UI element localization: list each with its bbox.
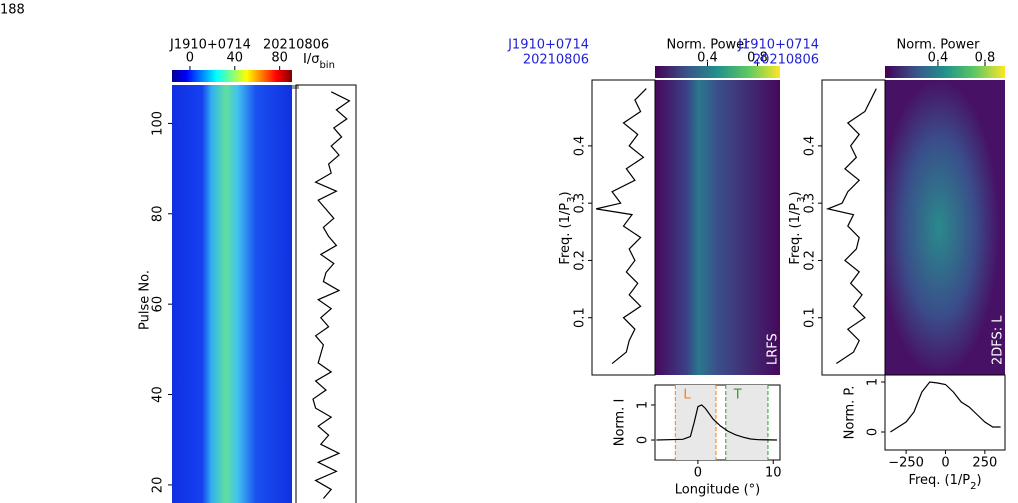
y-tick-label: 0.3 [573, 193, 588, 214]
source: J1910+0714 [737, 38, 819, 53]
y-tick-label: 0.2 [573, 250, 588, 271]
y-label: Pulse No. [138, 270, 153, 330]
profile-line [890, 381, 1001, 433]
date: 20210806 [263, 38, 329, 53]
x-label-end: ) [976, 473, 981, 488]
profile-line [656, 404, 777, 441]
x-label: Freq. (1/P2) [908, 473, 981, 492]
x-tick-label: 0 [941, 456, 949, 471]
colorbar [885, 66, 1005, 78]
y-label-main: Freq. (1/P [558, 203, 573, 265]
lrfs-image [655, 80, 780, 375]
x-tick-label: 80 [271, 51, 288, 66]
y-tick-label: 1 [636, 401, 651, 409]
y-tick-label: 0 [866, 428, 881, 436]
colorbar [655, 66, 780, 78]
y-tick-label: 80 [151, 206, 166, 223]
x-tick-label: 10 [765, 466, 782, 481]
y-label: Freq. (1/P3) [788, 191, 807, 264]
profile-box [295, 84, 357, 503]
region-label: L [683, 388, 691, 403]
y-tick-label: 60 [151, 296, 166, 313]
profile-box [591, 79, 656, 376]
y-label-sub: 3 [566, 197, 577, 203]
y-label: Freq. (1/P3) [558, 191, 577, 264]
panel-label: LRFS [766, 333, 781, 365]
spectrum-profile [596, 88, 647, 365]
x-tick-label: 0.4 [697, 51, 718, 66]
colorbar-label: I/σbin [303, 52, 335, 71]
date: 20210806 [523, 53, 589, 68]
y-tick-label: 1 [866, 378, 881, 386]
colorbar-title: Norm. Power [666, 38, 750, 53]
y-label: Norm. I [613, 399, 628, 447]
source: J1910+0714 [507, 38, 589, 53]
y-label-end: ) [788, 191, 803, 196]
y-tick-label: 0.4 [573, 136, 588, 157]
x-tick-label: 0.8 [975, 51, 996, 66]
panel-label: 2DFS: L [991, 315, 1006, 365]
y-tick-label: 0.1 [803, 307, 818, 328]
region [725, 385, 768, 460]
x-label-main: Freq. (1/P [908, 473, 970, 488]
spectrum-profile [825, 88, 877, 365]
x-tick-label: 250 [972, 456, 997, 471]
y-tick-label: 0.4 [803, 136, 818, 157]
bottom-box [654, 384, 781, 461]
x-tick-label: 0.8 [747, 51, 768, 66]
y-tick-label: 0.2 [803, 250, 818, 271]
colorbar-label-sub: bin [319, 60, 334, 71]
pulse-stack-image [172, 85, 292, 503]
x-tick-label: 40 [227, 51, 244, 66]
x-label-sub: 2 [970, 481, 976, 492]
bottom-box [884, 374, 1006, 451]
x-tick-label: 0 [694, 466, 702, 481]
profile-box [821, 79, 886, 376]
y-tick-label: 40 [151, 386, 166, 403]
pulse-profile [312, 91, 351, 499]
x-tick-label: −250 [888, 456, 924, 471]
y-tick-label: 0 [636, 436, 651, 444]
y-label: Norm. P. [843, 386, 858, 440]
region-label: T [733, 388, 742, 403]
colorbar-label-main: I/σ [303, 52, 319, 67]
y-tick-label: 20 [151, 477, 166, 494]
y-label-sub: 3 [796, 197, 807, 203]
x-label: Longitude (°) [675, 483, 760, 498]
y-label-end: ) [558, 191, 573, 196]
x-tick-label: 0 [186, 51, 194, 66]
y-tick-label: 100 [151, 111, 166, 136]
source: J1910+0714 [169, 38, 251, 53]
y-tick-label: 0.1 [573, 307, 588, 328]
date: 20210806 [753, 53, 819, 68]
colorbar [172, 70, 292, 82]
y-label-main: Freq. (1/P [788, 203, 803, 265]
region [675, 385, 716, 460]
x-tick-label: 0.4 [928, 51, 949, 66]
y-tick-label: 0.3 [803, 193, 818, 214]
2dfs-image [885, 80, 1005, 375]
colorbar-title: Norm. Power [896, 38, 980, 53]
page-number: 188 [0, 3, 25, 18]
